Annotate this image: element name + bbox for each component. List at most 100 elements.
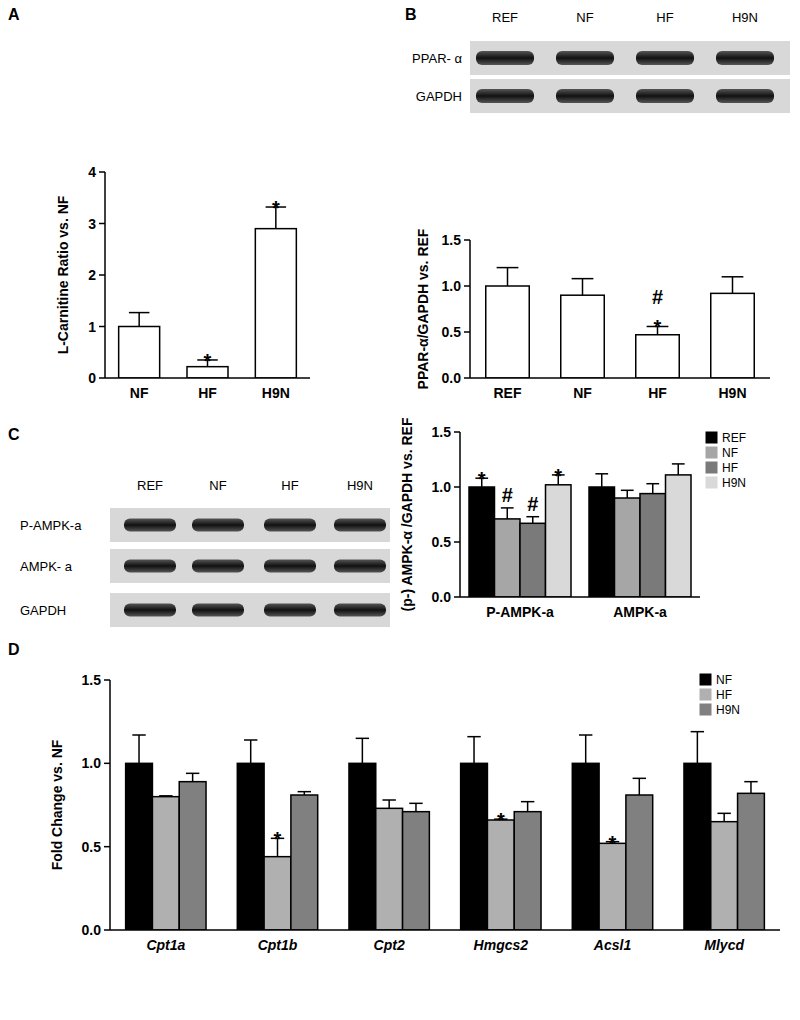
y-tick-label: 1.5	[432, 424, 452, 440]
error-cap	[244, 739, 257, 741]
blot-band	[476, 51, 534, 65]
x-axis	[470, 377, 770, 379]
significance-mark: *	[478, 468, 486, 490]
legend-swatch	[700, 704, 711, 715]
error-cap	[497, 267, 519, 269]
row-label: GAPDH	[20, 603, 66, 618]
bar	[561, 295, 605, 378]
y-axis	[104, 172, 106, 378]
error-bar	[732, 277, 734, 294]
blot-band	[716, 89, 774, 103]
error-cap	[672, 463, 685, 465]
error-bar	[532, 517, 534, 524]
y-tick-label: 0.0	[432, 589, 452, 605]
y-tick	[99, 274, 105, 276]
significance-mark: #	[527, 493, 538, 515]
error-bar	[652, 484, 654, 494]
marks	[126, 732, 765, 930]
bar	[572, 763, 599, 930]
blot-band	[334, 560, 386, 573]
blot-band	[334, 519, 386, 532]
x-tick-label: HF	[648, 385, 667, 401]
bar	[486, 286, 530, 378]
error-cap	[409, 803, 422, 805]
blot-band	[264, 560, 316, 573]
y-tick	[104, 679, 110, 681]
blot-band	[476, 89, 534, 103]
marks	[469, 464, 691, 597]
bar	[666, 475, 692, 597]
bar	[487, 820, 514, 930]
chart: 0.00.51.01.5(p-) AMPK-α /GAPDH vs. REF*#…	[399, 417, 746, 620]
lane-label: REF	[137, 478, 163, 493]
error-cap	[521, 801, 534, 803]
blot-band	[264, 604, 316, 617]
row-label: PPAR- α	[412, 51, 462, 66]
error-cap	[159, 795, 172, 797]
error-cap	[298, 791, 311, 793]
y-tick	[99, 171, 105, 173]
bar	[599, 843, 626, 930]
y-axis-label: (p-) AMPK-α /GAPDH vs. REF	[399, 417, 415, 611]
legend-label: H9N	[722, 476, 746, 490]
bar	[349, 763, 376, 930]
annotations: **	[204, 197, 280, 372]
bar	[711, 822, 738, 930]
bar	[152, 797, 179, 930]
y-tick	[454, 596, 460, 598]
y-axis-label: L-Carnitine Ratio vs. NF	[55, 195, 71, 354]
y-tick	[99, 377, 105, 379]
y-tick	[464, 285, 470, 287]
error-cap	[467, 736, 480, 738]
error-cap	[633, 778, 646, 780]
y-tick-label: 0.5	[442, 324, 462, 340]
error-bar	[507, 508, 509, 519]
legend-label: HF	[716, 688, 732, 702]
blot-band	[716, 51, 774, 65]
x-tick-label: H9N	[262, 385, 290, 401]
x-axis	[110, 929, 780, 931]
bar	[126, 763, 153, 930]
y-tick	[99, 326, 105, 328]
panel-label: D	[8, 641, 20, 658]
panel-label: C	[8, 426, 20, 443]
legend-swatch	[706, 477, 717, 488]
bar	[640, 494, 666, 597]
x-tick-label: REF	[494, 385, 522, 401]
y-axis-label: PPAR-α/GAPDH vs. REF	[415, 228, 431, 389]
x-tick-label: Cpt1b	[258, 937, 298, 953]
y-tick	[99, 223, 105, 225]
blot-band	[124, 604, 176, 617]
bar	[291, 795, 318, 930]
error-bar	[362, 738, 364, 763]
x-tick-label: Hmgcs2	[474, 937, 529, 953]
x-tick-label: AMPK-a	[613, 604, 667, 620]
figure: ABCDREFNFHFH9NPPAR- αGAPDHREFNFHFH9NP-AM…	[0, 0, 800, 1020]
error-bar	[582, 279, 584, 296]
bar	[403, 812, 430, 930]
bar	[119, 327, 160, 379]
blot-band	[556, 89, 614, 103]
bar	[589, 487, 615, 597]
y-tick-label: 0.0	[82, 922, 102, 938]
x-axis	[460, 596, 700, 598]
legend-swatch	[706, 462, 717, 473]
x-tick-label: Mlycd	[704, 937, 744, 953]
bar	[636, 335, 680, 378]
error-bar	[507, 268, 509, 286]
y-tick	[454, 431, 460, 433]
marks	[119, 207, 297, 378]
bar	[514, 812, 541, 930]
y-axis	[469, 240, 471, 378]
significance-mark: *	[204, 350, 212, 372]
blot-background	[110, 593, 390, 627]
y-tick-label: 1	[88, 319, 96, 335]
error-cap	[129, 312, 150, 314]
y-tick-label: 1.0	[442, 278, 462, 294]
blot-band	[264, 519, 316, 532]
error-cap	[595, 473, 608, 475]
y-tick	[464, 377, 470, 379]
annotations: ***	[274, 809, 617, 854]
error-bar	[250, 740, 252, 763]
x-tick-label: Cpt1a	[146, 937, 185, 953]
